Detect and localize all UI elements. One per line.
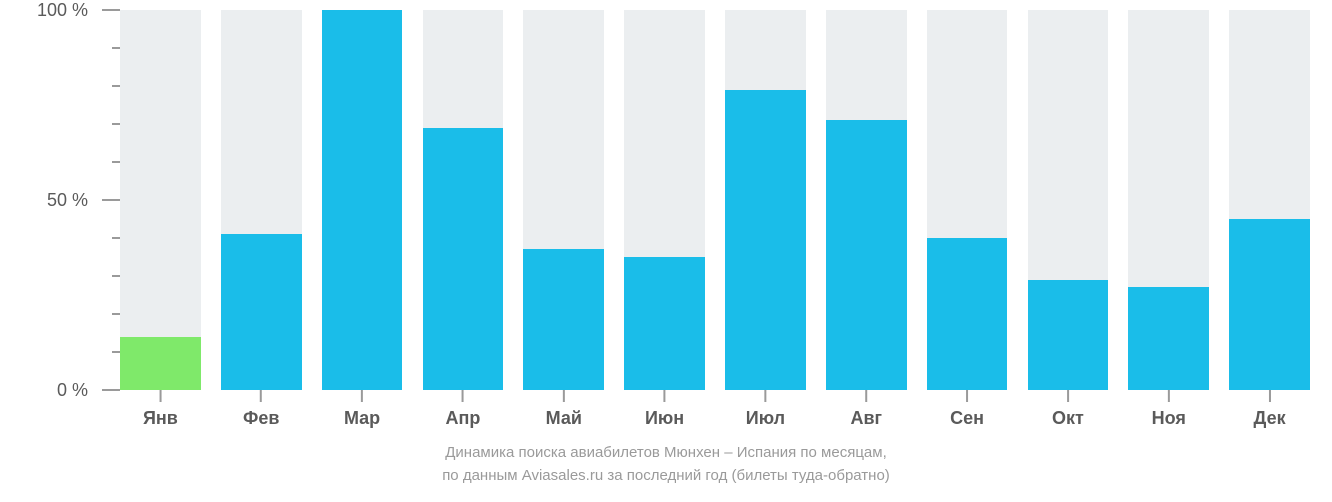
y-tick-minor [112, 275, 120, 277]
y-tick-minor [112, 123, 120, 125]
bar-fill [120, 337, 201, 390]
chart-caption: Динамика поиска авиабилетов Мюнхен – Исп… [0, 442, 1332, 487]
y-tick-mark [102, 199, 120, 201]
x-tick-mark [865, 390, 867, 402]
bar-fill [322, 10, 403, 390]
caption-line-2: по данным Aviasales.ru за последний год … [0, 465, 1332, 488]
x-tick: Ноя [1152, 390, 1186, 429]
y-tick-mark [102, 389, 120, 391]
bar-slot [1028, 10, 1109, 390]
y-tick-label: 0 % [57, 380, 88, 401]
x-tick: Окт [1052, 390, 1084, 429]
x-tick-label: Янв [143, 408, 178, 429]
x-tick-label: Дек [1254, 408, 1286, 429]
bar-slot [1128, 10, 1209, 390]
bar-fill [1028, 280, 1109, 390]
bar-fill [221, 234, 302, 390]
x-tick-mark [462, 390, 464, 402]
y-tick-label: 100 % [37, 0, 88, 21]
y-tick-minor [112, 313, 120, 315]
bar-slot [523, 10, 604, 390]
y-tick-minor [112, 161, 120, 163]
bar-slot [624, 10, 705, 390]
y-tick-minor [112, 237, 120, 239]
x-tick: Дек [1254, 390, 1286, 429]
x-tick-mark [260, 390, 262, 402]
x-tick: Авг [850, 390, 882, 429]
x-tick: Сен [950, 390, 984, 429]
x-tick-label: Мар [344, 408, 380, 429]
x-tick: Янв [143, 390, 178, 429]
bar-fill [826, 120, 907, 390]
x-tick-mark [563, 390, 565, 402]
y-tick-minor [112, 85, 120, 87]
x-tick-mark [966, 390, 968, 402]
x-tick-mark [361, 390, 363, 402]
x-tick-mark [1269, 390, 1271, 402]
bar-slot [221, 10, 302, 390]
bar-background [120, 10, 201, 390]
caption-line-1: Динамика поиска авиабилетов Мюнхен – Исп… [0, 442, 1332, 465]
x-tick-label: Авг [850, 408, 882, 429]
x-tick: Мар [344, 390, 380, 429]
x-tick-mark [664, 390, 666, 402]
bar-slot [927, 10, 1008, 390]
x-tick-mark [764, 390, 766, 402]
chart-container: 0 %50 %100 % ЯнвФевМарАпрМайИюнИюлАвгСен… [0, 0, 1332, 502]
bar-slot [120, 10, 201, 390]
bar-slot [1229, 10, 1310, 390]
bar-fill [423, 128, 504, 390]
x-axis: Янв Фев Мар Апр Май Июн Июл Авг Сен Окт Ноя Дек [120, 390, 1310, 440]
x-tick-label: Сен [950, 408, 984, 429]
y-tick-label: 50 % [47, 190, 88, 211]
bar-fill [1128, 287, 1209, 390]
bar-fill [523, 249, 604, 390]
x-tick-label: Фев [243, 408, 279, 429]
x-tick-label: Апр [445, 408, 480, 429]
y-tick-minor [112, 351, 120, 353]
x-tick-mark [159, 390, 161, 402]
y-axis: 0 %50 %100 % [0, 10, 120, 390]
bar-fill [624, 257, 705, 390]
y-tick-mark [102, 9, 120, 11]
x-tick: Апр [445, 390, 480, 429]
bar-fill [927, 238, 1008, 390]
bar-slot [725, 10, 806, 390]
x-tick-label: Окт [1052, 408, 1084, 429]
x-tick: Июн [645, 390, 684, 429]
x-tick-label: Июн [645, 408, 684, 429]
x-tick-label: Май [546, 408, 582, 429]
x-tick-label: Ноя [1152, 408, 1186, 429]
y-tick-minor [112, 47, 120, 49]
bar-slot [423, 10, 504, 390]
bar-fill [1229, 219, 1310, 390]
plot-area [120, 10, 1310, 390]
bar-slot [826, 10, 907, 390]
x-tick-label: Июл [746, 408, 785, 429]
x-tick: Май [546, 390, 582, 429]
bar-slot [322, 10, 403, 390]
bar-fill [725, 90, 806, 390]
x-tick-mark [1067, 390, 1069, 402]
x-tick: Фев [243, 390, 279, 429]
x-tick: Июл [746, 390, 785, 429]
x-tick-mark [1168, 390, 1170, 402]
